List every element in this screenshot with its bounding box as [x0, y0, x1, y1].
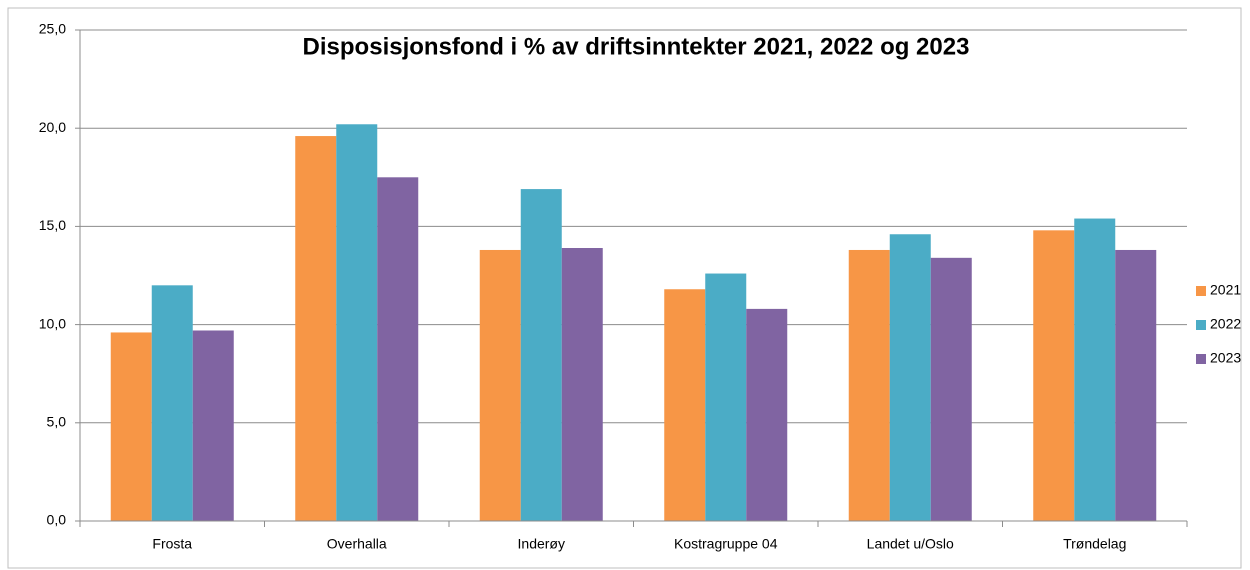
bar [848, 249, 890, 521]
legend-swatch [1196, 320, 1206, 330]
bar [1074, 218, 1116, 521]
legend-swatch [1196, 286, 1206, 296]
bar [746, 308, 788, 521]
y-tick-label: 25,0 [39, 21, 66, 37]
y-tick-label: 10,0 [39, 315, 66, 331]
legend-label: 2023 [1210, 350, 1241, 366]
x-tick-label: Overhalla [327, 536, 387, 552]
bar [295, 136, 337, 521]
x-tick-label: Frosta [152, 536, 192, 552]
x-tick-label: Trøndelag [1063, 536, 1126, 552]
bar [1115, 249, 1157, 521]
bar [479, 249, 521, 521]
bar [192, 330, 234, 521]
bar [705, 273, 747, 521]
bar [377, 177, 419, 522]
bar [664, 289, 706, 521]
x-tick-label: Landet u/Oslo [867, 536, 954, 552]
chart-title: Disposisjonsfond i % av driftsinntekter … [303, 33, 970, 60]
bar [151, 285, 193, 521]
y-tick-label: 15,0 [39, 217, 66, 233]
bar [520, 189, 562, 522]
legend-label: 2022 [1210, 316, 1241, 332]
bar [1033, 230, 1075, 521]
bar [561, 248, 603, 521]
x-tick-label: Inderøy [518, 536, 565, 552]
bar [889, 234, 931, 522]
legend-swatch [1196, 354, 1206, 364]
y-tick-label: 20,0 [39, 119, 66, 135]
bar [336, 124, 378, 521]
y-tick-label: 0,0 [47, 512, 67, 528]
bar [930, 257, 972, 521]
bar [110, 332, 152, 521]
legend-label: 2021 [1210, 282, 1241, 298]
x-tick-label: Kostragruppe 04 [674, 536, 778, 552]
y-tick-label: 5,0 [47, 414, 67, 430]
